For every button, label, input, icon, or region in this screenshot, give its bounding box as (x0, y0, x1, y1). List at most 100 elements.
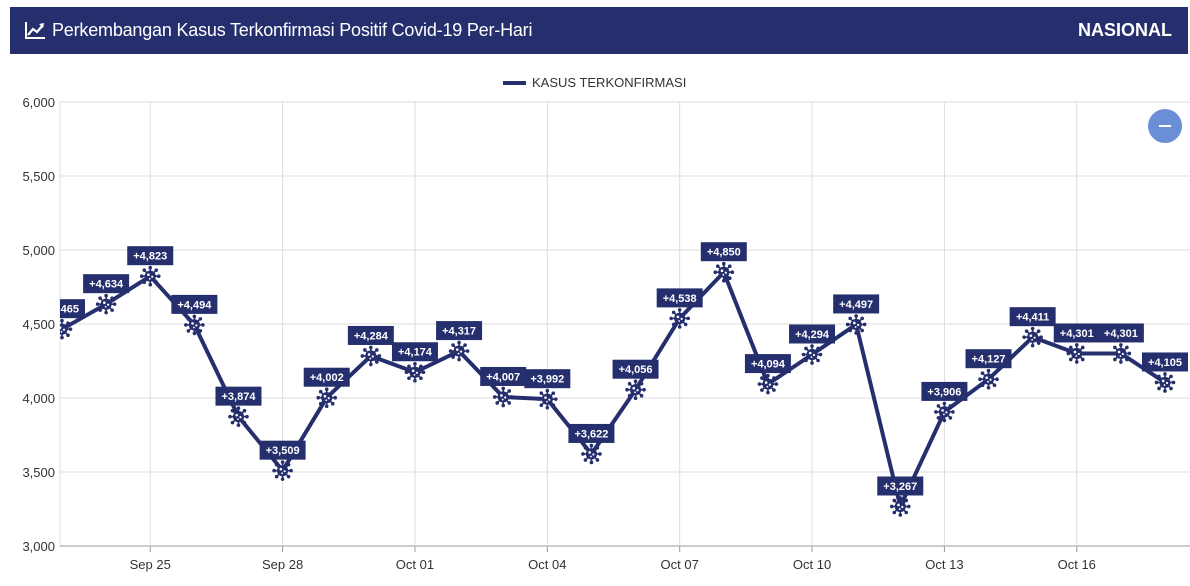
virus-icon[interactable] (404, 361, 426, 383)
virus-icon[interactable] (625, 379, 646, 401)
data-label: +4,002 (303, 367, 350, 387)
x-tick-label: Oct 04 (528, 557, 566, 572)
data-label-text: +4,301 (1060, 328, 1094, 340)
data-label-text: +4,411 (1016, 312, 1049, 324)
y-tick-label: 3,000 (22, 539, 55, 554)
x-tick-label: Sep 25 (130, 557, 171, 572)
data-label-text: +4,094 (751, 359, 786, 371)
virus-icon[interactable] (1110, 343, 1132, 364)
virus-icon[interactable] (139, 265, 161, 287)
data-label: +4,174 (391, 342, 438, 362)
data-label-text: +4,127 (972, 354, 1006, 366)
virus-icon[interactable] (801, 344, 823, 365)
chart-header: Perkembangan Kasus Terkonfirmasi Positif… (10, 7, 1188, 54)
data-label-text: +3,874 (222, 391, 257, 403)
data-label: +3,509 (259, 440, 306, 460)
chart-title: Perkembangan Kasus Terkonfirmasi Positif… (52, 20, 533, 40)
x-axis-ticks: Sep 25 Sep 28 Oct 01 Oct 04 Oct 07 Oct 10 Oct … (130, 557, 1096, 572)
virus-icon[interactable] (272, 460, 293, 481)
data-label-text: +4,105 (1148, 357, 1182, 369)
data-label-text: +3,267 (883, 481, 917, 493)
data-label: +4,317 (436, 321, 483, 341)
virus-icon[interactable] (889, 496, 911, 517)
line-chart-icon (25, 22, 45, 39)
virus-icon[interactable] (713, 261, 735, 283)
legend-label: KASUS TERKONFIRMASI (532, 75, 686, 90)
minus-icon (1159, 125, 1171, 127)
x-tick-label: Oct 13 (925, 557, 963, 572)
virus-icon[interactable] (448, 340, 470, 362)
legend[interactable]: KASUS TERKONFIRMASI (503, 75, 686, 90)
virus-icon[interactable] (978, 368, 999, 390)
data-label: +4,127 (965, 349, 1012, 369)
data-label-text: +4,174 (398, 347, 433, 359)
virus-icon[interactable] (1022, 326, 1043, 348)
virus-icon[interactable] (757, 373, 779, 395)
y-tick-label: 5,500 (22, 169, 55, 184)
data-label-text: +4,497 (839, 299, 873, 311)
data-label-text: +3,906 (927, 386, 961, 398)
data-label: +4,497 (833, 294, 880, 314)
data-label: +4,294 (789, 324, 836, 344)
y-tick-label: 4,000 (22, 391, 55, 406)
y-tick-label: 5,000 (22, 243, 55, 258)
data-label: +4,301 (1097, 323, 1144, 343)
x-tick-label: Oct 10 (793, 557, 831, 572)
data-label: +3,622 (568, 423, 615, 443)
virus-icon[interactable] (492, 386, 514, 408)
data-label: +4,094 (744, 354, 791, 374)
virus-icon[interactable] (537, 388, 558, 410)
data-label-text: +4,850 (707, 247, 741, 259)
y-tick-label: 6,000 (22, 95, 55, 110)
data-label: +3,992 (524, 369, 571, 389)
data-label-text: +4,538 (663, 293, 697, 305)
data-label-text: +4,494 (177, 299, 212, 311)
data-label-text: +4,634 (89, 279, 124, 291)
x-tick-label: Oct 01 (396, 557, 434, 572)
data-label: +4,465 (45, 299, 85, 319)
virus-icon[interactable] (1066, 343, 1088, 364)
data-label: +4,850 (700, 242, 747, 262)
virus-icon[interactable] (52, 318, 73, 340)
grid-lines (59, 101, 1190, 552)
virus-icon[interactable] (360, 345, 382, 367)
data-label-text: +3,622 (574, 428, 608, 440)
data-label: +4,284 (347, 325, 394, 345)
data-label: +4,411 (1009, 307, 1056, 327)
data-label-text: +4,284 (354, 330, 389, 342)
y-tick-label: 4,500 (22, 317, 55, 332)
x-tick-label: Oct 16 (1058, 557, 1096, 572)
virus-icon[interactable] (669, 308, 690, 329)
data-label-text: +3,992 (530, 374, 564, 386)
virus-icon[interactable] (95, 293, 117, 315)
virus-icon[interactable] (934, 401, 955, 423)
virus-icon[interactable] (228, 406, 249, 427)
virus-icon[interactable] (184, 314, 205, 336)
data-label: +3,874 (215, 386, 262, 406)
data-label: +4,538 (656, 288, 703, 308)
virus-icon[interactable] (845, 314, 867, 335)
data-label-text: +3,509 (266, 445, 300, 457)
data-label-text: +4,465 (45, 304, 79, 316)
data-label-text: +4,002 (310, 372, 344, 384)
x-tick-label: Oct 07 (661, 557, 699, 572)
x-tick-label: Sep 28 (262, 557, 303, 572)
data-label-text: +4,317 (442, 326, 476, 338)
data-label: +3,267 (877, 476, 924, 496)
data-label-text: +4,301 (1104, 328, 1138, 340)
reset-zoom-button[interactable] (1148, 109, 1182, 143)
data-label: +4,301 (1053, 323, 1100, 343)
region-label: NASIONAL (1078, 20, 1172, 40)
virus-icon[interactable] (316, 387, 338, 409)
virus-icon[interactable] (1154, 372, 1176, 393)
data-label: +4,823 (127, 246, 174, 266)
data-label-text: +4,294 (795, 329, 830, 341)
virus-icon[interactable] (581, 443, 602, 465)
data-label: +4,007 (480, 366, 527, 386)
data-label-text: +4,823 (133, 251, 167, 263)
data-label-text: +4,056 (619, 364, 653, 376)
y-tick-label: 3,500 (22, 465, 55, 480)
data-label: +4,105 (1142, 352, 1188, 372)
data-label: +4,494 (171, 294, 218, 314)
data-label: +4,056 (612, 359, 659, 379)
